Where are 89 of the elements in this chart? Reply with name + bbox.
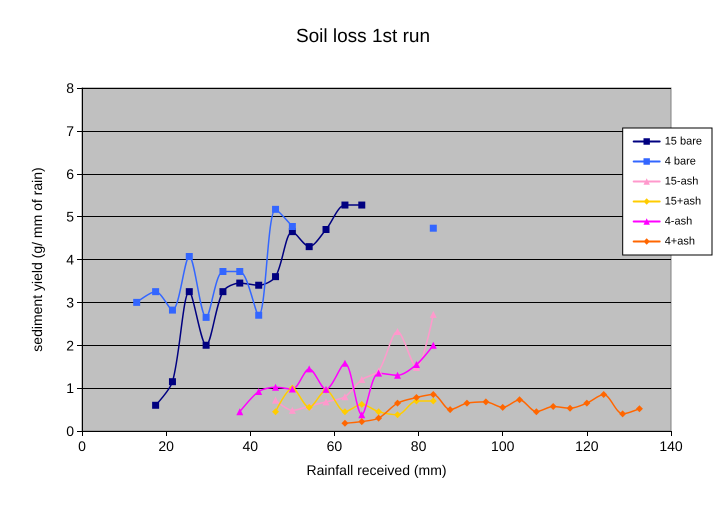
legend-label: 15-ash [664,176,698,188]
point [219,268,226,276]
x-tick-label: 120 [575,438,599,454]
point [375,414,382,422]
point [412,361,420,368]
x-axis-title: Rainfall received (mm) [306,462,447,478]
chart-title: Soil loss 1st run [296,26,430,47]
point [358,418,366,426]
point [202,342,210,349]
point [358,400,366,408]
point [236,280,244,287]
point [272,396,280,404]
y-tick-label: 7 [66,122,74,139]
point [430,391,437,398]
point [236,408,244,416]
point [322,226,330,233]
point [446,406,454,414]
point [168,306,176,314]
point [636,405,643,412]
point [322,398,330,406]
x-tick-label: 0 [78,438,86,454]
point [375,370,382,377]
legend-label: 4 bare [664,156,696,168]
point [152,402,160,409]
y-tick-label: 0 [66,423,74,439]
y-tick-label: 5 [66,208,74,225]
x-tick-label: 100 [491,438,515,454]
point [430,224,437,232]
y-tick-label: 8 [66,80,74,96]
legend-label: 4-ash [664,216,692,228]
point [550,403,557,410]
y-axis-title: sediment yield (g/ mm of rain) [29,167,45,352]
point [516,396,524,404]
point [306,243,313,250]
point [272,206,280,213]
y-tick-label: 4 [66,252,74,268]
y-tick-label: 1 [66,380,74,396]
point [394,400,402,407]
point [186,288,193,296]
point [272,384,280,391]
point [430,397,437,404]
point [482,398,490,406]
point [202,314,210,321]
y-tick-label: 6 [66,166,74,182]
point [499,404,506,411]
x-tick-label: 140 [659,438,683,454]
point [306,365,313,372]
x-tick-label: 20 [158,438,174,454]
point [375,408,382,416]
point [152,288,160,296]
point [341,202,348,209]
point [236,268,244,276]
point [341,393,348,400]
x-tick-label: 40 [242,438,258,454]
point [532,408,540,416]
point [255,282,262,289]
point [394,372,402,379]
point [412,394,420,402]
point [255,388,262,396]
point [566,404,574,412]
point [358,411,366,418]
y-tick-label: 2 [66,337,74,354]
point [430,342,437,349]
legend-label: 4+ash [664,236,695,248]
point [255,312,262,319]
point [463,400,470,407]
point [600,391,608,398]
legend-label: 15 bare [664,136,702,148]
point [341,420,348,427]
point [341,408,348,416]
point [358,202,366,209]
point [583,400,590,407]
point [619,410,626,418]
point [358,376,366,384]
point [341,360,348,367]
point [186,253,193,260]
legend-label: 15+ash [664,196,702,208]
point [133,298,140,306]
y-tick-label: 3 [66,294,74,310]
point [430,310,437,318]
point [168,378,176,386]
x-tick-label: 80 [410,438,427,454]
point [272,408,280,416]
point [288,406,296,414]
point [219,288,226,296]
point [272,273,280,280]
x-tick-label: 60 [326,438,342,454]
point [288,222,296,230]
point [394,411,402,418]
